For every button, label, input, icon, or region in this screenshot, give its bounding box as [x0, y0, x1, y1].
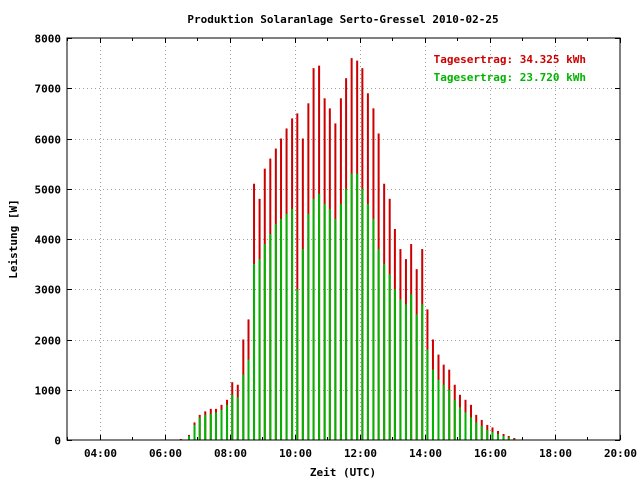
- bar-second: [274, 223, 277, 440]
- bar-second: [410, 294, 413, 440]
- bar-second: [198, 417, 201, 440]
- bar-second: [214, 412, 217, 440]
- x-tick-label: 18:00: [539, 447, 572, 460]
- grid-lines: [67, 38, 620, 440]
- bar-second: [285, 213, 288, 441]
- bar-second: [307, 213, 310, 441]
- bar-second: [350, 173, 353, 440]
- bar-second: [323, 203, 326, 440]
- bar-second: [253, 264, 256, 441]
- legend-entry-second: Tagesertrag: 23.720 kWh: [434, 71, 586, 84]
- bar-second: [437, 379, 440, 440]
- bar-second: [280, 218, 283, 440]
- bar-second: [204, 414, 207, 441]
- bar-second: [480, 425, 483, 440]
- x-tick-label: 10:00: [279, 447, 312, 460]
- bar-second: [231, 394, 234, 440]
- x-tick-labels: 04:00 06:00 08:00 10:00 12:00 14:00 16:00 18:00…: [84, 447, 637, 460]
- y-tick-labels: 0 1000 2000 3000 4000 5000 6000 7000 8000: [35, 33, 62, 448]
- bar-second: [345, 188, 348, 440]
- y-tick-label: 0: [54, 435, 61, 448]
- bar-second: [377, 249, 380, 440]
- y-axis-label: Leistung [W]: [7, 199, 20, 278]
- bar-second: [328, 208, 331, 440]
- bar-second: [404, 304, 407, 440]
- y-tick-label: 8000: [35, 33, 62, 46]
- bar-second: [458, 407, 461, 440]
- tick-marks: [67, 38, 621, 441]
- bar-second: [426, 349, 429, 440]
- x-tick-label: 04:00: [84, 447, 117, 460]
- bar-second: [388, 274, 391, 440]
- bar-second: [247, 359, 250, 440]
- x-tick-label: 20:00: [604, 447, 637, 460]
- bars: [179, 58, 516, 441]
- bar-second: [258, 259, 261, 440]
- bar-second: [263, 244, 266, 440]
- bar-second: [339, 203, 342, 440]
- bar-second: [209, 413, 212, 440]
- bar-second: [497, 433, 500, 440]
- y-tick-label: 1000: [35, 385, 62, 398]
- y-tick-label: 2000: [35, 335, 62, 348]
- x-tick-label: 14:00: [409, 447, 442, 460]
- bar-second: [220, 409, 223, 440]
- bar-second: [470, 417, 473, 440]
- bar-second: [421, 304, 424, 440]
- bar-total: [296, 113, 299, 441]
- bar-second: [226, 404, 229, 440]
- bar-second: [236, 397, 239, 440]
- x-tick-label: 16:00: [474, 447, 507, 460]
- bar-total: [513, 437, 516, 440]
- bar-second: [318, 193, 321, 440]
- bar-second: [296, 289, 299, 440]
- bar-second: [399, 299, 402, 440]
- bar-second: [464, 412, 467, 440]
- bar-second: [415, 314, 418, 441]
- y-tick-label: 7000: [35, 83, 62, 96]
- y-tick-label: 3000: [35, 284, 62, 297]
- bar-second: [372, 218, 375, 440]
- bar-second: [393, 289, 396, 440]
- x-axis-label: Zeit (UTC): [310, 466, 376, 479]
- bar-second: [361, 188, 364, 440]
- chart-title: Produktion Solaranlage Serto-Gressel 201…: [187, 13, 498, 26]
- bar-second: [242, 374, 245, 440]
- bar-second: [383, 264, 386, 441]
- bar-second: [448, 389, 451, 440]
- y-tick-label: 5000: [35, 184, 62, 197]
- bar-second: [187, 435, 190, 440]
- y-tick-label: 6000: [35, 134, 62, 147]
- y-tick-label: 4000: [35, 234, 62, 247]
- bar-second: [193, 424, 196, 440]
- x-tick-label: 06:00: [149, 447, 182, 460]
- x-tick-label: 12:00: [344, 447, 377, 460]
- bar-second: [486, 429, 489, 440]
- bar-second: [312, 198, 315, 440]
- bar-second: [491, 431, 494, 440]
- bar-second: [291, 208, 294, 440]
- bar-second: [334, 218, 337, 440]
- bar-second: [507, 437, 510, 440]
- bar-second: [301, 249, 304, 440]
- bar-second: [366, 203, 369, 440]
- bar-second: [502, 435, 505, 440]
- bar-second: [442, 384, 445, 440]
- bar-second: [356, 173, 359, 440]
- bar-second: [453, 399, 456, 440]
- bar-second: [475, 422, 478, 440]
- bar-second: [431, 369, 434, 440]
- legend-entry-total: Tagesertrag: 34.325 kWh: [434, 53, 586, 66]
- x-tick-label: 08:00: [214, 447, 247, 460]
- bar-second: [269, 233, 272, 440]
